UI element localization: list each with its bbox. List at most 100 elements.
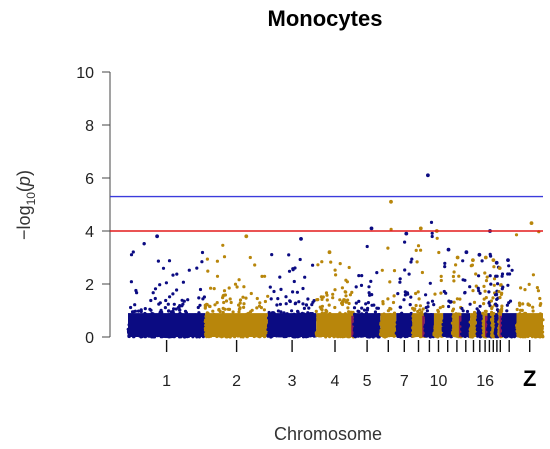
snp-point [357,310,361,314]
snp-density-band [461,313,471,337]
snp-point [325,293,329,297]
snp-point [487,290,491,294]
snp-point [129,253,134,257]
snp-point [396,292,400,296]
snp-point [373,310,377,314]
snp-point [228,297,232,301]
snp-point [266,294,270,298]
snp-point [398,280,402,284]
snp-point [201,297,205,301]
snp-point [338,262,342,266]
snp-point [365,308,369,312]
snp-point [229,300,233,305]
snp-point [306,297,310,301]
snp-point [520,308,524,312]
snp-point [197,296,201,300]
snp-point [536,289,541,293]
snp-point [492,277,497,281]
snp-point [233,282,238,286]
snp-point [517,301,522,305]
snp-point [159,308,163,312]
snp-point [151,291,155,295]
snp-point [439,274,443,278]
snp-peak-point [497,266,502,270]
snp-point [129,280,133,284]
snp-point [452,300,456,304]
snp-point [392,294,396,298]
snp-point [327,303,331,307]
snp-point [278,302,282,306]
snp-point [420,310,424,314]
snp-point [135,291,139,295]
snp-point [196,305,200,310]
x-axis: 1 2 3 4 5 7 10 16 Z [162,340,536,391]
snp-point [531,309,535,313]
y-tick-label: 6 [85,171,94,188]
snp-point [333,288,337,292]
snp-point [262,308,266,312]
snp-point [357,299,361,303]
snp-point [200,260,204,264]
snp-point [500,274,504,278]
threshold-lines [110,195,543,232]
snp-point [418,304,422,308]
snp-point [164,281,168,285]
snp-point [381,302,385,306]
snp-point [398,305,402,309]
snp-point [260,274,264,278]
snp-point [250,308,254,312]
snp-point [316,263,320,267]
snp-point [510,268,514,272]
x-tick-label-chromosome: 3 [288,373,297,390]
data-points [126,173,545,339]
snp-point [372,303,376,307]
snp-point [487,301,491,305]
snp-point [276,309,280,313]
chromosome-14-points [468,258,479,339]
snp-peak-point [477,252,482,257]
snp-point [287,269,292,273]
snp-accent-band [485,315,488,337]
snp-point [297,300,301,304]
snp-point [301,286,305,291]
snp-peak-point [455,255,460,260]
snp-point [312,299,316,303]
snp-point [175,288,179,292]
snp-point [357,274,361,278]
snp-point [489,282,493,286]
snp-point [302,306,306,310]
snp-point [174,307,178,311]
snp-point [515,307,519,312]
snp-point [426,305,430,309]
chromosome-18-points [489,258,497,339]
snp-point [158,283,162,287]
snp-density-band [491,313,496,337]
x-tick-label-chromosome: 16 [476,373,494,390]
snp-point [463,278,467,282]
snp-point [242,285,246,289]
snp-density-band [495,313,499,337]
snp-peak-point [299,237,303,241]
snp-point [181,302,185,306]
snp-density-band [128,313,206,337]
snp-point [227,307,232,311]
snp-point [477,274,481,278]
snp-point [388,280,392,284]
chromosome-16-points [481,255,489,339]
x-tick-label-chromosome: 1 [162,373,171,390]
snp-accent-band [499,315,502,337]
snp-point [409,295,413,299]
snp-point [334,273,338,277]
snp-density-band [452,313,462,337]
snp-point [136,309,141,313]
x-tick-label-chromosome: 7 [400,373,409,390]
snp-point [350,290,354,294]
snp-point [301,302,305,306]
snp-point [346,306,350,310]
snp-point [507,264,511,268]
snp-point [414,303,418,308]
snp-point [217,307,221,312]
snp-point [465,309,470,314]
snp-point [407,272,411,276]
